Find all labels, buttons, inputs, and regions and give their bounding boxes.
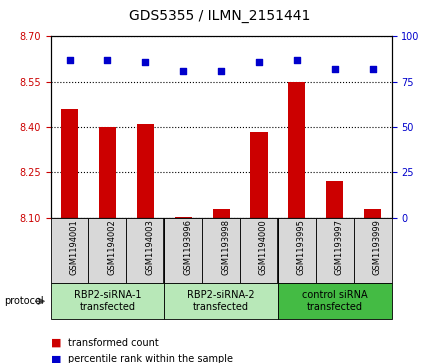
Text: transformed count: transformed count bbox=[68, 338, 159, 348]
Bar bbox=[99, 127, 116, 218]
Point bbox=[180, 68, 187, 74]
Bar bbox=[61, 109, 78, 218]
Text: GSM1193997: GSM1193997 bbox=[335, 219, 344, 275]
Bar bbox=[250, 132, 268, 218]
Bar bbox=[326, 182, 343, 218]
Bar bbox=[278, 218, 316, 283]
Text: GSM1193999: GSM1193999 bbox=[373, 219, 381, 275]
Bar bbox=[202, 218, 240, 283]
Text: RBP2-siRNA-2
transfected: RBP2-siRNA-2 transfected bbox=[187, 290, 255, 312]
Text: control siRNA
transfected: control siRNA transfected bbox=[302, 290, 367, 312]
Bar bbox=[240, 218, 278, 283]
Bar bbox=[137, 124, 154, 218]
Bar bbox=[316, 218, 354, 283]
Bar bbox=[364, 209, 381, 218]
Text: RBP2-siRNA-1
transfected: RBP2-siRNA-1 transfected bbox=[73, 290, 141, 312]
Text: GDS5355 / ILMN_2151441: GDS5355 / ILMN_2151441 bbox=[129, 9, 311, 23]
Point bbox=[218, 68, 225, 74]
Text: GSM1194002: GSM1194002 bbox=[107, 219, 117, 275]
Point bbox=[369, 66, 376, 72]
Text: GSM1194003: GSM1194003 bbox=[145, 219, 154, 275]
Text: GSM1193995: GSM1193995 bbox=[297, 219, 306, 275]
Bar bbox=[213, 209, 230, 218]
Text: percentile rank within the sample: percentile rank within the sample bbox=[68, 354, 233, 363]
Text: GSM1194001: GSM1194001 bbox=[70, 219, 79, 275]
Text: GSM1194000: GSM1194000 bbox=[259, 219, 268, 275]
Point bbox=[142, 59, 149, 65]
Text: protocol: protocol bbox=[4, 296, 44, 306]
Text: ■: ■ bbox=[51, 338, 61, 348]
Point bbox=[256, 59, 263, 65]
Text: GSM1193998: GSM1193998 bbox=[221, 219, 230, 275]
Bar bbox=[164, 218, 202, 283]
Bar bbox=[354, 218, 392, 283]
Bar bbox=[288, 82, 305, 218]
Bar bbox=[51, 283, 164, 319]
Bar bbox=[51, 218, 88, 283]
Bar bbox=[278, 283, 392, 319]
Point bbox=[66, 57, 73, 63]
Point bbox=[331, 66, 338, 72]
Bar bbox=[126, 218, 164, 283]
Bar bbox=[88, 218, 126, 283]
Text: ■: ■ bbox=[51, 354, 61, 363]
Point bbox=[104, 57, 111, 63]
Bar bbox=[164, 283, 278, 319]
Text: GSM1193996: GSM1193996 bbox=[183, 219, 192, 275]
Point bbox=[293, 57, 301, 63]
